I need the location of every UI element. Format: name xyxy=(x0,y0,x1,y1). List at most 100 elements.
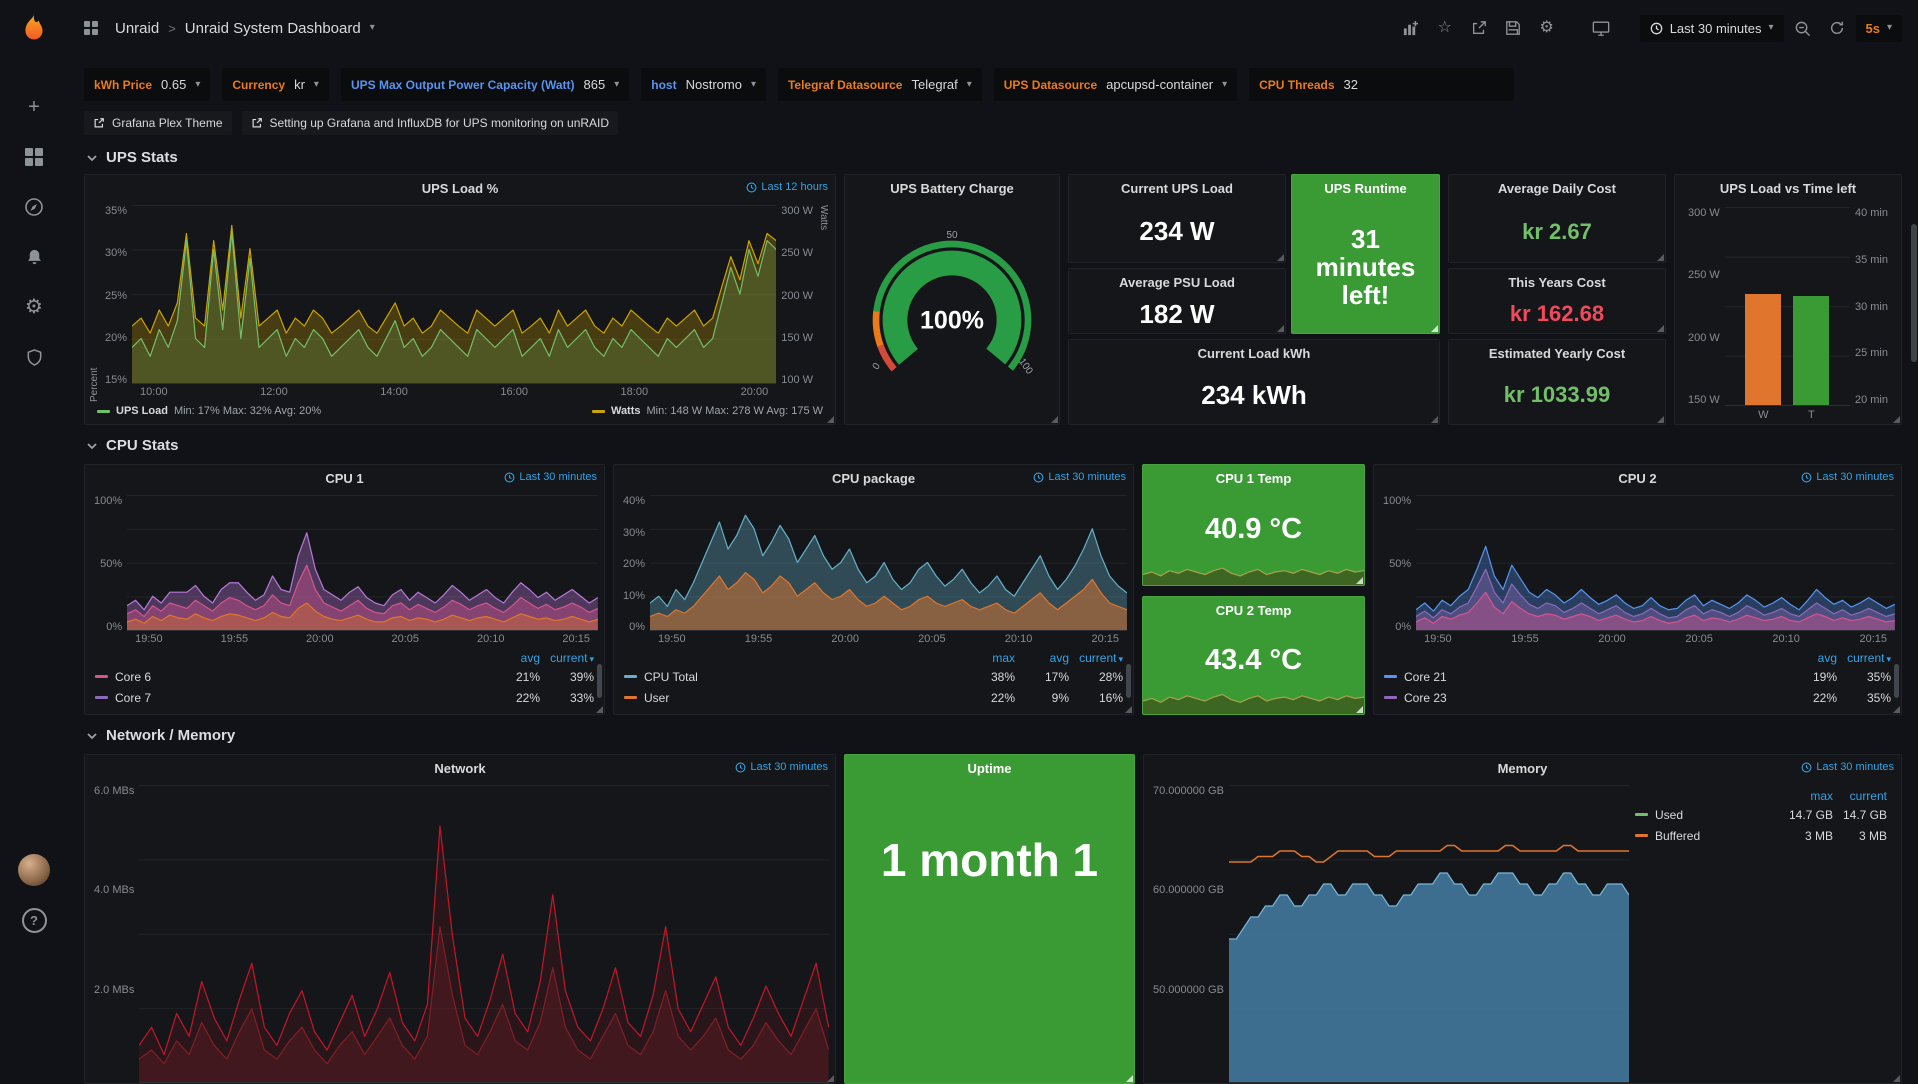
share-icon[interactable] xyxy=(1464,14,1494,42)
legend-series-toggle[interactable]: Buffered xyxy=(1635,829,1779,843)
panel-estimated-yearly-cost: Estimated Yearly Cost kr 1033.99 xyxy=(1448,339,1666,425)
panel-title[interactable]: Current UPS Load xyxy=(1121,180,1233,196)
legend-header-current[interactable]: current xyxy=(1849,788,1887,803)
legend-row: Buffered 3 MB 3 MB xyxy=(1635,825,1887,846)
create-plus-icon[interactable]: + xyxy=(28,96,40,118)
variable-currency[interactable]: Currency kr ▾ xyxy=(222,68,329,101)
variable-kwh-price[interactable]: kWh Price 0.65 ▾ xyxy=(84,68,211,101)
legend-header-current[interactable]: current ▾ xyxy=(1079,650,1123,665)
zoom-out-icon[interactable] xyxy=(1788,14,1818,42)
panel-title[interactable]: UPS Load % xyxy=(421,180,499,196)
legend-scrollbar[interactable] xyxy=(597,664,602,698)
panel-title[interactable]: UPS Load vs Time left xyxy=(1719,180,1857,196)
panel-title[interactable]: Average PSU Load xyxy=(1119,274,1235,290)
legend-header-max[interactable]: max xyxy=(992,650,1015,665)
legend-series-toggle[interactable]: CPU Total xyxy=(624,670,961,684)
bar-W xyxy=(1745,294,1782,405)
panel-title[interactable]: UPS Battery Charge xyxy=(890,180,1014,196)
caret-down-icon: ▾ xyxy=(1768,22,1774,33)
panel-title[interactable]: CPU 2 xyxy=(1618,470,1657,486)
variable-host[interactable]: host Nostromo ▾ xyxy=(641,68,766,101)
dashboard-link[interactable]: Setting up Grafana and InfluxDB for UPS … xyxy=(241,111,619,135)
variable-telegraf-datasource[interactable]: Telegraf Datasource Telegraf ▾ xyxy=(777,68,982,101)
legend-header-avg[interactable]: avg xyxy=(1049,650,1069,665)
panel-cpu-1-temp: CPU 1 Temp 40.9 °C xyxy=(1142,464,1365,586)
page-scrollbar[interactable] xyxy=(1910,56,1918,947)
dashboard-settings-gear-icon[interactable]: ⚙ xyxy=(1539,19,1554,36)
panel-title[interactable]: Memory xyxy=(1497,760,1548,776)
panel-ups-load-vs-time-left: UPS Load vs Time left 300 W 250 W 200 W 150… xyxy=(1674,174,1902,425)
panel-cpu-2-temp: CPU 2 Temp 43.4 °C xyxy=(1142,596,1365,715)
clock-icon xyxy=(1801,472,1812,483)
row-header-network-memory[interactable]: Network / Memory xyxy=(84,715,1902,752)
chevron-down-icon[interactable]: ▾ xyxy=(369,22,375,33)
legend-item-ups-load[interactable]: UPS Load Min: 17% Max: 32% Avg: 20% xyxy=(97,405,321,417)
legend-series-toggle[interactable]: Core 23 xyxy=(1384,691,1783,705)
star-icon[interactable]: ☆ xyxy=(1437,19,1452,36)
variable-ups-datasource[interactable]: UPS Datasource apcupsd-container ▾ xyxy=(993,68,1238,101)
grafana-logo[interactable] xyxy=(15,10,53,48)
legend-value: 19% xyxy=(1812,669,1837,684)
series-color-swatch xyxy=(95,675,108,678)
legend-series-toggle[interactable]: Core 6 xyxy=(95,670,486,684)
load-vs-time-bars-chart[interactable] xyxy=(1724,207,1850,406)
panel-title[interactable]: CPU package xyxy=(831,470,916,486)
variable-label: UPS Datasource xyxy=(1003,77,1098,92)
configuration-gear-icon[interactable]: ⚙ xyxy=(25,296,43,318)
y-axis-left: 70.000000 GB 60.000000 GB 50.000000 GB xyxy=(1153,785,1224,996)
legend-series-toggle[interactable]: Core 7 xyxy=(95,691,486,705)
cpu1-chart[interactable] xyxy=(127,495,598,631)
legend-header-max[interactable]: max xyxy=(1810,788,1833,803)
panel-title[interactable]: Network xyxy=(434,760,486,776)
series-color-swatch xyxy=(97,409,110,413)
panel-title[interactable]: This Years Cost xyxy=(1508,274,1606,290)
variable-text-input[interactable]: 32 xyxy=(1343,77,1358,92)
legend-item-watts[interactable]: Watts Min: 148 W Max: 278 W Avg: 175 W xyxy=(591,405,823,417)
variable-cpu-threads[interactable]: CPU Threads 32 xyxy=(1249,68,1514,101)
legend-header-current[interactable]: current ▾ xyxy=(550,650,594,665)
cpu-package-chart[interactable] xyxy=(650,495,1127,631)
legend-scrollbar[interactable] xyxy=(1894,664,1899,698)
time-range-picker[interactable]: Last 30 minutes ▾ xyxy=(1639,14,1784,42)
refresh-icon[interactable] xyxy=(1822,14,1852,42)
panel-title[interactable]: UPS Runtime xyxy=(1324,180,1407,196)
panel-time-badge: Last 30 minutes xyxy=(1801,761,1894,773)
legend-header-avg[interactable]: avg xyxy=(1817,650,1837,665)
legend-series-toggle[interactable]: Used xyxy=(1635,808,1779,822)
legend-header-current[interactable]: current ▾ xyxy=(1847,650,1891,665)
refresh-interval-select[interactable]: 5s ▾ xyxy=(1855,14,1902,42)
page-scrollbar-thumb[interactable] xyxy=(1911,224,1917,362)
breadcrumb-current[interactable]: Unraid System Dashboard xyxy=(184,19,361,37)
memory-chart[interactable] xyxy=(1228,785,1629,1083)
network-chart[interactable] xyxy=(139,785,829,1083)
panel-title[interactable]: CPU 1 xyxy=(325,470,364,486)
row-header-ups-stats[interactable]: UPS Stats xyxy=(84,137,1902,174)
user-avatar[interactable] xyxy=(18,854,50,886)
alerting-bell-icon[interactable] xyxy=(23,246,45,268)
row-header-cpu-stats[interactable]: CPU Stats xyxy=(84,425,1902,462)
help-icon[interactable]: ? xyxy=(21,908,47,933)
explore-compass-icon[interactable] xyxy=(23,196,45,218)
legend-series-toggle[interactable]: Core 21 xyxy=(1384,670,1783,684)
legend-value: 17% xyxy=(1044,669,1069,684)
panel-title[interactable]: Estimated Yearly Cost xyxy=(1488,345,1626,361)
cycle-view-monitor-icon[interactable] xyxy=(1586,14,1616,42)
legend-scrollbar[interactable] xyxy=(1126,664,1131,698)
admin-shield-icon[interactable] xyxy=(23,346,45,368)
panel-title[interactable]: CPU 2 Temp xyxy=(1215,602,1292,618)
save-icon[interactable] xyxy=(1498,14,1528,42)
panel-title[interactable]: CPU 1 Temp xyxy=(1215,470,1292,486)
dashboards-icon[interactable] xyxy=(23,146,45,168)
legend-header-avg[interactable]: avg xyxy=(520,650,540,665)
legend-series-toggle[interactable]: User xyxy=(624,691,961,705)
variable-ups-max-output[interactable]: UPS Max Output Power Capacity (Watt) 865… xyxy=(340,68,630,101)
ups-load-chart[interactable] xyxy=(132,205,777,384)
dashboard-link[interactable]: Grafana Plex Theme xyxy=(84,111,232,135)
panel-title[interactable]: Average Daily Cost xyxy=(1497,180,1616,196)
panel-title[interactable]: Current Load kWh xyxy=(1197,345,1311,361)
breadcrumb-root[interactable]: Unraid xyxy=(115,19,160,37)
cpu2-chart[interactable] xyxy=(1416,495,1895,631)
add-panel-icon[interactable] xyxy=(1396,14,1426,42)
panel-title[interactable]: Uptime xyxy=(967,760,1012,776)
apps-grid-icon[interactable] xyxy=(76,14,106,42)
